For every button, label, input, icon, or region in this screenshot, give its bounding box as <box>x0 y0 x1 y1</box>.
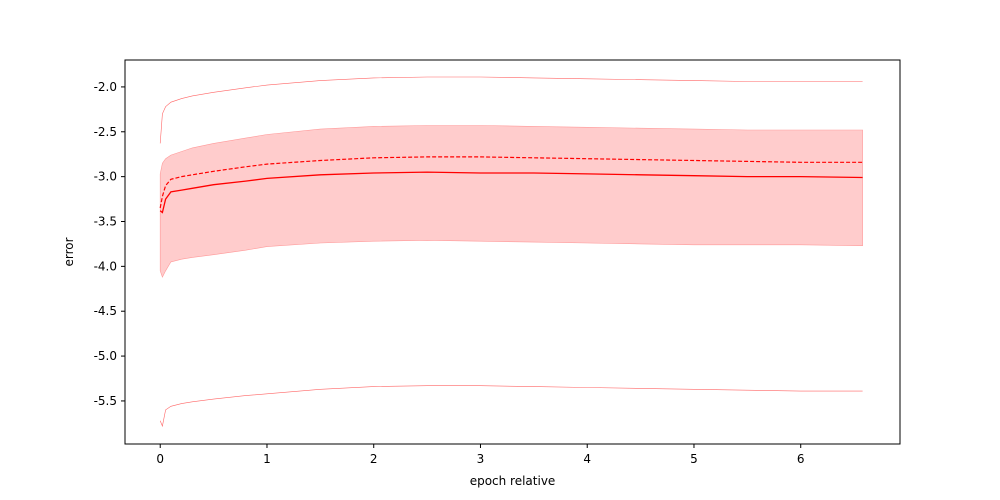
y-tick-label: -3.5 <box>94 214 117 228</box>
x-tick-label: 4 <box>583 452 591 466</box>
x-tick-label: 6 <box>797 452 805 466</box>
y-tick-label: -2.5 <box>94 125 117 139</box>
plot-layer <box>159 76 863 428</box>
x-tick-label: 3 <box>477 452 485 466</box>
y-axis-label: error <box>62 237 76 266</box>
x-tick-label: 5 <box>690 452 698 466</box>
y-tick-label: -5.0 <box>94 349 117 363</box>
plot-frame <box>124 59 901 445</box>
series-max-line <box>159 76 863 144</box>
series-mean-line <box>159 156 863 209</box>
x-tick-label: 1 <box>263 452 271 466</box>
x-axis-label: epoch relative <box>470 474 556 488</box>
x-axis: 0 1 2 3 4 5 6 <box>156 444 805 466</box>
x-tick-label: 2 <box>370 452 378 466</box>
y-tick-label: -2.0 <box>94 80 117 94</box>
y-tick-label: -4.5 <box>94 304 117 318</box>
y-tick-label: -5.5 <box>94 394 117 408</box>
series-min-line <box>159 385 863 428</box>
y-axis: -2.0 -2.5 -3.0 -3.5 -4.0 -4.5 -5.0 -5.5 <box>94 80 125 408</box>
series-median-line <box>159 171 863 214</box>
y-tick-label: -4.0 <box>94 259 117 273</box>
std-band-area <box>159 125 863 278</box>
x-tick-label: 0 <box>156 452 164 466</box>
y-tick-label: -3.0 <box>94 170 117 184</box>
